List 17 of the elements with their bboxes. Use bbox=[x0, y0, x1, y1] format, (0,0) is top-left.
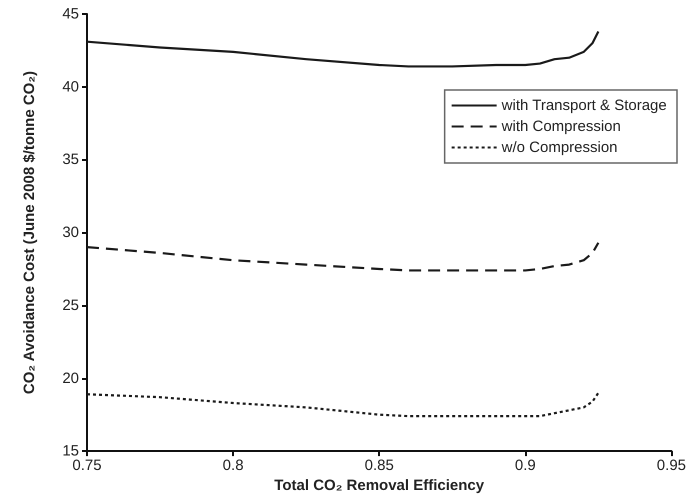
y-tick-label: 30 bbox=[62, 224, 79, 242]
legend-label: with Compression bbox=[500, 118, 621, 135]
legend-label: w/o Compression bbox=[500, 139, 618, 156]
y-tick-label: 20 bbox=[62, 370, 79, 387]
x-tick-label: 0.85 bbox=[364, 457, 394, 474]
x-axis-title: Total CO₂ Removal Efficiency bbox=[274, 477, 485, 494]
y-axis-title: CO₂ Avoidance Cost (June 2008 $/tonne CO₂) bbox=[21, 70, 38, 394]
x-tick-label: 0.95 bbox=[656, 457, 686, 474]
y-tick-label: 40 bbox=[62, 78, 79, 96]
y-tick-label: 35 bbox=[62, 151, 79, 168]
y-tick-label: 25 bbox=[62, 296, 79, 314]
y-tick-label: 15 bbox=[62, 442, 79, 460]
y-tick-label: 45 bbox=[62, 6, 79, 22]
x-tick-label: 0.75 bbox=[72, 457, 102, 474]
x-tick-label: 0.8 bbox=[222, 457, 244, 474]
legend-label: with Transport & Storage bbox=[500, 97, 667, 114]
x-tick-label: 0.9 bbox=[514, 457, 536, 474]
